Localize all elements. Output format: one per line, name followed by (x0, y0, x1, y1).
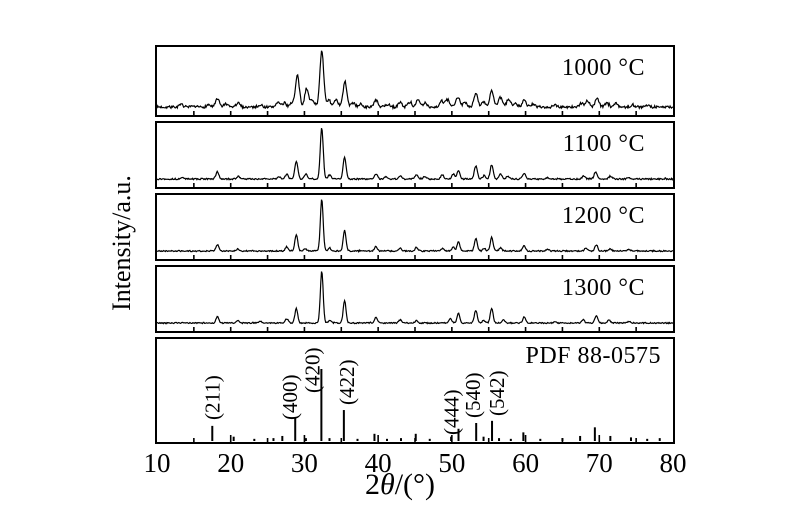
xrd-curve-canvas (157, 50, 673, 115)
panel-1100c: 1100 °C (155, 121, 675, 189)
x-tick-label-30: 30 (290, 448, 318, 478)
x-tick-label-40: 40 (364, 448, 392, 478)
x-tick-label-20: 20 (217, 448, 245, 478)
hkl-label-422: (422) (335, 360, 359, 406)
panel-label: 1100 °C (562, 131, 645, 157)
xrd-curve (157, 128, 673, 181)
hkl-label-444: (444) (439, 390, 463, 436)
y-axis-label: Intensity/a.u. (107, 175, 136, 311)
x-tick-marks (193, 255, 637, 259)
theta-symbol: θ (379, 468, 395, 501)
x-tick-label-60: 60 (512, 448, 540, 478)
panel-1000c: 1000 °C (155, 45, 675, 117)
xrd-curve-canvas (157, 199, 673, 259)
xrd-curve (157, 199, 673, 253)
xrd-curve (157, 271, 673, 325)
x-tick-marks (193, 111, 637, 115)
panel-1200c: 1200 °C (155, 193, 675, 261)
x-tick-marks (193, 327, 637, 331)
panel-label: 1000 °C (561, 55, 645, 81)
hkl-label-400: (400) (278, 375, 302, 421)
x-tick-marks (193, 183, 637, 187)
hkl-label-540: (540) (461, 373, 485, 419)
panel-label: PDF 88-0575 (525, 343, 661, 369)
reference-sticks-canvas: (211) (400)(420) (422) (444)(540) (542) (193, 348, 661, 442)
xrd-curve-canvas (157, 271, 673, 331)
xrd-curve-canvas (157, 128, 673, 187)
x-tick-label-10: 10 (143, 448, 171, 478)
hkl-label-542: (542) (485, 371, 509, 417)
plot-area: 1000 °C 1100 °C 1200 °C 1300 °C (211) (400) (4… (155, 45, 675, 444)
xrd-curve (157, 50, 673, 111)
x-tick-label-80: 80 (659, 448, 687, 478)
panel-label: 1200 °C (561, 203, 645, 229)
panel-1300c: 1300 °C (155, 265, 675, 333)
reference-sticks (211, 369, 661, 441)
hkl-label-420: (420) (300, 348, 324, 394)
panel-label: 1300 °C (561, 275, 645, 301)
hkl-label-211: (211) (200, 375, 224, 420)
panel-reference: (211) (400) (420) (422) (444) (540) (542) PDF 8… (155, 337, 675, 444)
x-tick-label-70: 70 (585, 448, 613, 478)
x-tick-label-50: 50 (438, 448, 466, 478)
x-axis-label: 2θ/(°) (364, 468, 436, 501)
